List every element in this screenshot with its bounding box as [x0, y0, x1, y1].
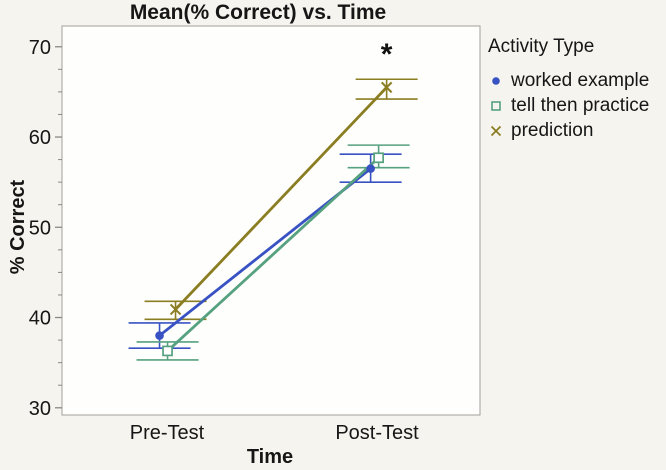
- legend-item-tell-then-practice: tell then practice: [488, 93, 649, 118]
- legend-label: worked example: [511, 69, 650, 91]
- y-axis-title: % Correct: [7, 179, 29, 275]
- x-tick-label-pre-test: Pre-Test: [129, 422, 205, 444]
- legend-item-worked-example: worked example: [488, 68, 649, 93]
- legend-title: Activity Type: [488, 36, 595, 57]
- svg-text:40: 40: [29, 308, 51, 330]
- x-cross-marker-icon: [488, 123, 504, 139]
- svg-text:*: *: [381, 38, 393, 71]
- open-square-marker-icon: [488, 98, 504, 114]
- legend: Activity Type worked example tell then p…: [488, 36, 649, 143]
- filled-circle-marker-icon: [488, 73, 504, 89]
- chart-title: Mean(% Correct) vs. Time: [129, 1, 387, 24]
- svg-text:60: 60: [29, 127, 51, 149]
- legend-label: tell then practice: [511, 94, 650, 116]
- svg-text:30: 30: [29, 398, 51, 420]
- legend-label: prediction: [511, 119, 594, 141]
- svg-text:70: 70: [29, 37, 51, 59]
- x-tick-label-post-test: Post-Test: [335, 422, 419, 444]
- svg-text:50: 50: [29, 217, 51, 239]
- legend-item-prediction: prediction: [488, 118, 649, 143]
- x-axis-title: Time: [246, 446, 294, 468]
